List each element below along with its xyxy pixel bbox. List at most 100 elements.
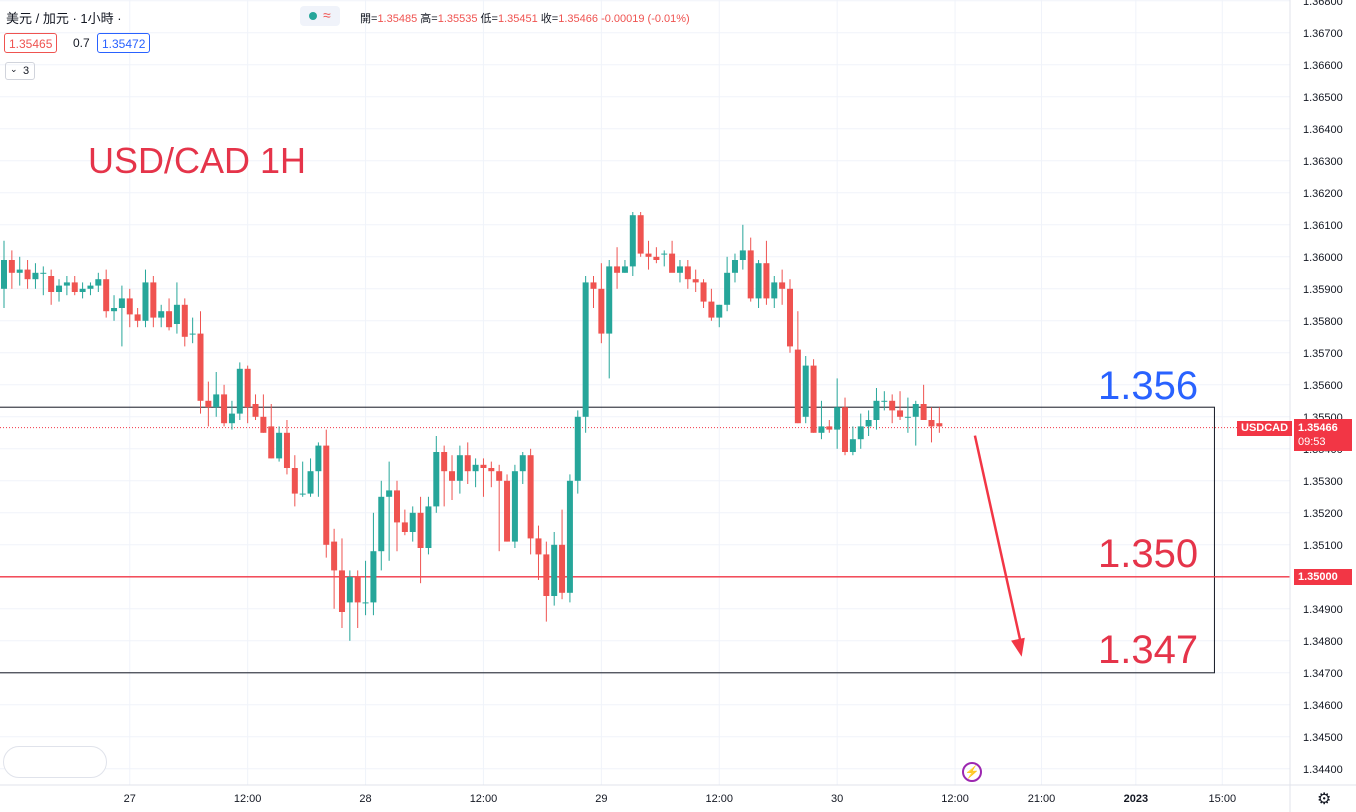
- price-tick-label: 1.36300: [1303, 156, 1343, 168]
- price-tick-label: 1.34700: [1303, 668, 1343, 680]
- time-tick-label: 12:00: [705, 793, 733, 805]
- price-tick-label: 1.35600: [1303, 380, 1343, 392]
- candle-body: [362, 602, 369, 604]
- candle-body: [904, 416, 911, 418]
- candle-body: [739, 250, 746, 260]
- candle-body: [606, 266, 613, 334]
- level-upper-annotation[interactable]: 1.356: [1098, 364, 1199, 408]
- candle-body: [354, 576, 361, 603]
- candle-body: [504, 480, 511, 542]
- candle-body: [236, 368, 243, 414]
- candle-body: [936, 423, 943, 427]
- price-tick-label: 1.35800: [1303, 316, 1343, 328]
- indicators-toggle[interactable]: ⌄ 3: [5, 62, 35, 80]
- candle-body: [79, 288, 86, 292]
- price-tick-label: 1.35200: [1303, 508, 1343, 520]
- time-tick-label: 15:00: [1209, 793, 1237, 805]
- candle-body: [873, 400, 880, 420]
- candle-body: [842, 407, 849, 452]
- candle-body: [881, 400, 888, 402]
- candle-body: [810, 365, 817, 433]
- candle-body: [425, 506, 432, 548]
- gear-icon[interactable]: ⚙: [1317, 791, 1332, 808]
- candle-body: [661, 253, 668, 255]
- candle-body: [8, 260, 15, 273]
- candle-body: [268, 426, 275, 459]
- candle-body: [103, 279, 110, 312]
- candle-body: [441, 452, 448, 472]
- candle-body: [394, 490, 400, 523]
- candle-body: [244, 368, 251, 408]
- candle-body: [480, 464, 487, 468]
- lightning-icon[interactable]: ⚡: [962, 762, 982, 782]
- candle-body: [708, 301, 715, 318]
- price-tick-label: 1.34900: [1303, 604, 1343, 616]
- candle-body: [621, 266, 628, 273]
- countdown-value: 09:53: [1298, 436, 1326, 448]
- candle-body: [338, 570, 345, 612]
- price-tick-label: 1.36800: [1303, 0, 1343, 8]
- chart-title-annotation[interactable]: USD/CAD 1H: [88, 140, 307, 181]
- navigation-pill[interactable]: [3, 746, 107, 778]
- last-price-tag: 1.35466 09:53: [1294, 419, 1352, 451]
- candle-body: [763, 263, 770, 299]
- level-mid-annotation[interactable]: 1.350: [1098, 532, 1199, 576]
- time-tick-label: 28: [359, 793, 371, 805]
- indicator-count: 3: [23, 65, 30, 77]
- candle-body: [134, 314, 141, 321]
- candle-body: [118, 298, 125, 308]
- candle-body: [574, 416, 581, 481]
- candle-body: [63, 282, 70, 286]
- spread-value: 0.7: [73, 36, 90, 50]
- candle-body: [323, 445, 330, 545]
- price-tick-label: 1.36100: [1303, 220, 1343, 232]
- candle-body: [221, 394, 228, 424]
- candle-body: [787, 288, 793, 347]
- time-axis: 27 12:00 28 12:00 29 12:00 30 12:00 21:00 2023 15:…: [0, 784, 1356, 805]
- candle-body: [370, 551, 377, 603]
- candle-body: [213, 394, 220, 408]
- candle-body: [315, 445, 322, 472]
- candle-body: [684, 266, 691, 280]
- close-value: 1.35466: [558, 13, 598, 25]
- candle-body: [692, 279, 699, 283]
- candle-body: [834, 407, 841, 430]
- candle-body: [889, 400, 896, 411]
- candle-body: [346, 576, 353, 603]
- candle-body: [456, 455, 463, 481]
- candle-body: [158, 311, 165, 318]
- candle-body: [488, 468, 495, 472]
- arrow-head: [1011, 637, 1025, 657]
- candle-body: [928, 420, 935, 427]
- candle-body: [857, 426, 864, 440]
- market-open-icon: [309, 12, 317, 20]
- open-label: 開=: [360, 13, 378, 25]
- symbol-title[interactable]: 美元 / 加元 · 1小時 ·: [6, 11, 122, 26]
- buy-price-button[interactable]: 1.35472: [97, 33, 151, 53]
- status-group[interactable]: ≈: [300, 6, 340, 26]
- candle-body: [731, 260, 738, 273]
- low-label: 低=: [480, 13, 498, 25]
- candle-body: [519, 455, 526, 472]
- candle-body: [472, 464, 479, 472]
- arrow-shaft: [973, 435, 1023, 648]
- candle-body: [511, 471, 518, 542]
- grid-lines: [0, 0, 1290, 785]
- sell-price-button[interactable]: 1.35465: [4, 33, 58, 53]
- candle-body: [87, 285, 94, 289]
- candle-body: [897, 410, 904, 417]
- candle-body: [818, 426, 825, 433]
- candle-body: [496, 471, 503, 481]
- open-value: 1.35485: [377, 13, 418, 25]
- low-value: 1.35451: [497, 13, 538, 25]
- candle-body: [433, 452, 440, 507]
- candle-body: [71, 282, 78, 292]
- zone-rectangle: [0, 406, 1215, 674]
- candle-body: [276, 432, 283, 459]
- candle-body: [920, 404, 927, 420]
- candle-body: [716, 304, 723, 318]
- level-lower-annotation[interactable]: 1.347: [1098, 628, 1199, 672]
- price-tick-label: 1.35300: [1303, 476, 1343, 488]
- change-value: -0.00019 (-0.01%): [601, 13, 690, 25]
